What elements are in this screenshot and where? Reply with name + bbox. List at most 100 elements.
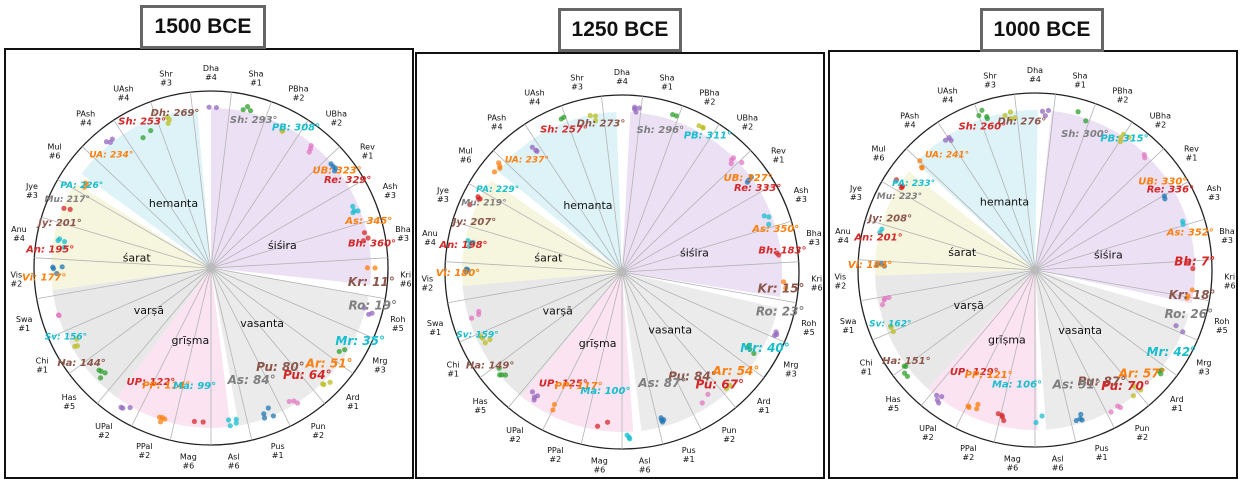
spoke xyxy=(881,181,1036,271)
star-dot xyxy=(247,108,254,114)
nakshatra-label: UBha #2 xyxy=(326,110,347,128)
nakshatra-label: Mag #6 xyxy=(180,453,197,471)
nakshatra-label: Bha #3 xyxy=(1219,227,1235,245)
star-dot xyxy=(61,244,67,250)
degree-label: PB: 315° xyxy=(1100,133,1148,144)
star-dot xyxy=(1078,411,1084,418)
star-dot xyxy=(1190,265,1196,272)
spoke xyxy=(57,179,212,269)
nakshatra-label: Dha #4 xyxy=(1027,66,1043,84)
season-sector-3 xyxy=(462,272,622,397)
star-dot xyxy=(102,370,108,376)
nakshatra-label: PPal #2 xyxy=(960,444,976,462)
star-dot xyxy=(206,104,212,110)
nakshatra-label: PAsh #4 xyxy=(487,114,506,132)
nakshatra-label: Swa #1 xyxy=(427,319,444,337)
star-dot xyxy=(901,370,908,376)
nakshatra-label: Sha #1 xyxy=(659,73,674,91)
nakshatra-label: Shr #3 xyxy=(159,69,173,87)
star-dot xyxy=(551,401,557,408)
nakshatra-label: Chi #1 xyxy=(860,359,873,377)
nakshatra-label: PBha #2 xyxy=(699,89,719,107)
star-dot xyxy=(1130,393,1136,399)
star-dot xyxy=(979,107,985,113)
degree-label: Pu: 70° xyxy=(1101,379,1150,393)
spoke xyxy=(1034,103,1096,271)
degree-label: Sh: 253° xyxy=(118,116,166,127)
degree-label: Sh: 257° xyxy=(540,124,588,135)
spoke xyxy=(36,267,212,300)
season-label: varṣā xyxy=(134,304,164,317)
star-dot xyxy=(699,400,705,406)
degree-label: Ma: 99° xyxy=(173,381,216,392)
nakshatra-label: Anu #4 xyxy=(11,225,27,243)
nakshatra-label: PBha #2 xyxy=(288,85,308,103)
season-sector-0 xyxy=(211,108,372,285)
star-dot xyxy=(934,392,940,399)
spoke xyxy=(150,101,212,269)
spoke xyxy=(601,96,623,273)
spoke xyxy=(81,146,212,269)
spoke xyxy=(621,271,797,304)
spoke xyxy=(468,183,623,273)
spoke xyxy=(621,261,799,273)
spoke xyxy=(210,267,354,375)
star-dot xyxy=(261,411,267,417)
star-dot xyxy=(748,174,755,180)
star-dot xyxy=(59,264,65,270)
star-dot xyxy=(1007,109,1014,115)
nakshatra-label: Mrg #3 xyxy=(372,357,387,375)
spoke xyxy=(1034,259,1212,271)
degree-label: Ma: 100° xyxy=(580,386,630,397)
star-dot xyxy=(984,113,990,120)
star-dot xyxy=(191,418,198,425)
star-dot xyxy=(745,344,751,350)
star-dot xyxy=(330,163,336,169)
star-dot xyxy=(61,205,67,211)
center-point xyxy=(208,265,214,271)
star-dot xyxy=(886,294,892,301)
nakshatra-label: PPal #2 xyxy=(136,442,152,460)
spoke xyxy=(621,105,683,273)
star-dot xyxy=(723,385,730,392)
spoke xyxy=(1034,148,1165,271)
nakshatra-label: Jye #3 xyxy=(849,184,862,202)
star-dot xyxy=(200,419,206,425)
spoke xyxy=(210,101,272,269)
degree-label: As: 91° xyxy=(1052,378,1101,392)
star-dot xyxy=(881,263,888,269)
star-dot xyxy=(320,381,326,387)
degree-label: Kr: 15° xyxy=(758,282,805,296)
degree-label: Sv: 162° xyxy=(869,320,911,330)
season-label: grīṣma xyxy=(988,334,1026,347)
spoke xyxy=(507,271,623,408)
season-label: śiśira xyxy=(1094,248,1123,261)
degree-label: Bh: 7° xyxy=(1174,255,1215,269)
star-dot xyxy=(364,265,371,271)
star-dot xyxy=(67,206,73,212)
star-dot xyxy=(636,105,642,111)
degree-label: PA: 233° xyxy=(892,179,935,189)
spoke xyxy=(1034,269,1210,302)
center-point xyxy=(1032,267,1038,273)
star-dot xyxy=(780,279,787,285)
star-dot xyxy=(159,415,165,421)
degree-label: PP: 114° xyxy=(142,381,190,392)
star-dot xyxy=(882,296,888,302)
star-dot xyxy=(936,400,942,406)
star-dot xyxy=(1075,109,1081,115)
nakshatra-label: Dha #4 xyxy=(614,68,630,86)
season-label: śarat xyxy=(123,252,152,265)
star-dot xyxy=(342,347,348,353)
spoke xyxy=(858,259,1036,271)
season-sector-0 xyxy=(622,112,782,298)
star-dot xyxy=(166,117,172,123)
degree-label: UB: 323° xyxy=(313,165,362,176)
star-dot xyxy=(1079,417,1085,423)
nakshatra-label: Rev #1 xyxy=(360,143,375,161)
spoke xyxy=(68,267,212,375)
star-dot xyxy=(466,243,472,249)
degree-label: Mr: 35° xyxy=(335,334,385,348)
star-dot xyxy=(55,237,61,244)
season-label: hemanta xyxy=(149,197,198,210)
